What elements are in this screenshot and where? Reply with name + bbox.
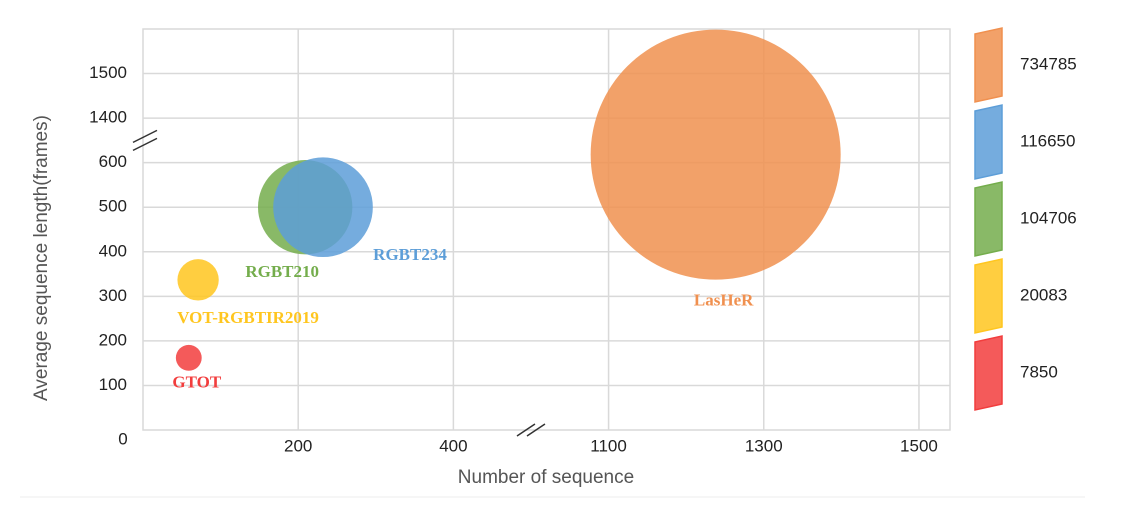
x-axis-label: Number of sequence xyxy=(458,467,634,488)
bubble xyxy=(273,157,373,258)
legend-swatch xyxy=(974,335,1003,411)
y-tick-label: 500 xyxy=(99,197,127,216)
x-tick-label: 1500 xyxy=(900,436,938,455)
bubble xyxy=(590,29,841,280)
legend-swatch xyxy=(974,181,1003,257)
bubble-label: GTOT xyxy=(172,373,221,392)
bubble xyxy=(177,259,219,301)
y-tick-label: 400 xyxy=(99,241,127,260)
axis-break xyxy=(132,137,158,152)
legend-label: 116650 xyxy=(1020,131,1075,150)
legend-swatch xyxy=(974,258,1003,334)
legend-swatch xyxy=(974,27,1003,103)
y-axis-label: Average sequence length(frames) xyxy=(31,115,52,401)
bubble-label: LasHeR xyxy=(694,291,754,310)
y-tick-label: 1500 xyxy=(89,63,127,82)
bubble-label: RGBT234 xyxy=(373,245,447,264)
x-tick-label: 400 xyxy=(439,436,467,455)
axis-break xyxy=(526,423,546,437)
legend-label: 20083 xyxy=(1020,285,1067,304)
axis-break xyxy=(516,423,536,437)
x-tick-label: 1100 xyxy=(590,436,627,455)
legend-label: 104706 xyxy=(1020,208,1077,227)
bubble-label: RGBT210 xyxy=(245,262,319,281)
x-tick-label: 200 xyxy=(284,436,312,455)
y-tick-label: 1400 xyxy=(89,108,127,127)
legend-label: 7850 xyxy=(1020,362,1058,381)
axis-break xyxy=(132,129,158,144)
y-tick-label: 0 xyxy=(118,429,127,448)
y-tick-label: 600 xyxy=(99,152,127,171)
legend-swatch xyxy=(974,104,1003,180)
x-tick-label: 1300 xyxy=(745,436,783,455)
legend-label: 734785 xyxy=(1020,54,1077,73)
y-tick-label: 100 xyxy=(99,375,127,394)
bubble-label: VOT-RGBTIR2019 xyxy=(177,308,319,327)
y-tick-label: 200 xyxy=(99,330,127,349)
plot-frame xyxy=(142,28,951,431)
bubble xyxy=(175,344,202,371)
y-tick-label: 300 xyxy=(99,286,127,305)
